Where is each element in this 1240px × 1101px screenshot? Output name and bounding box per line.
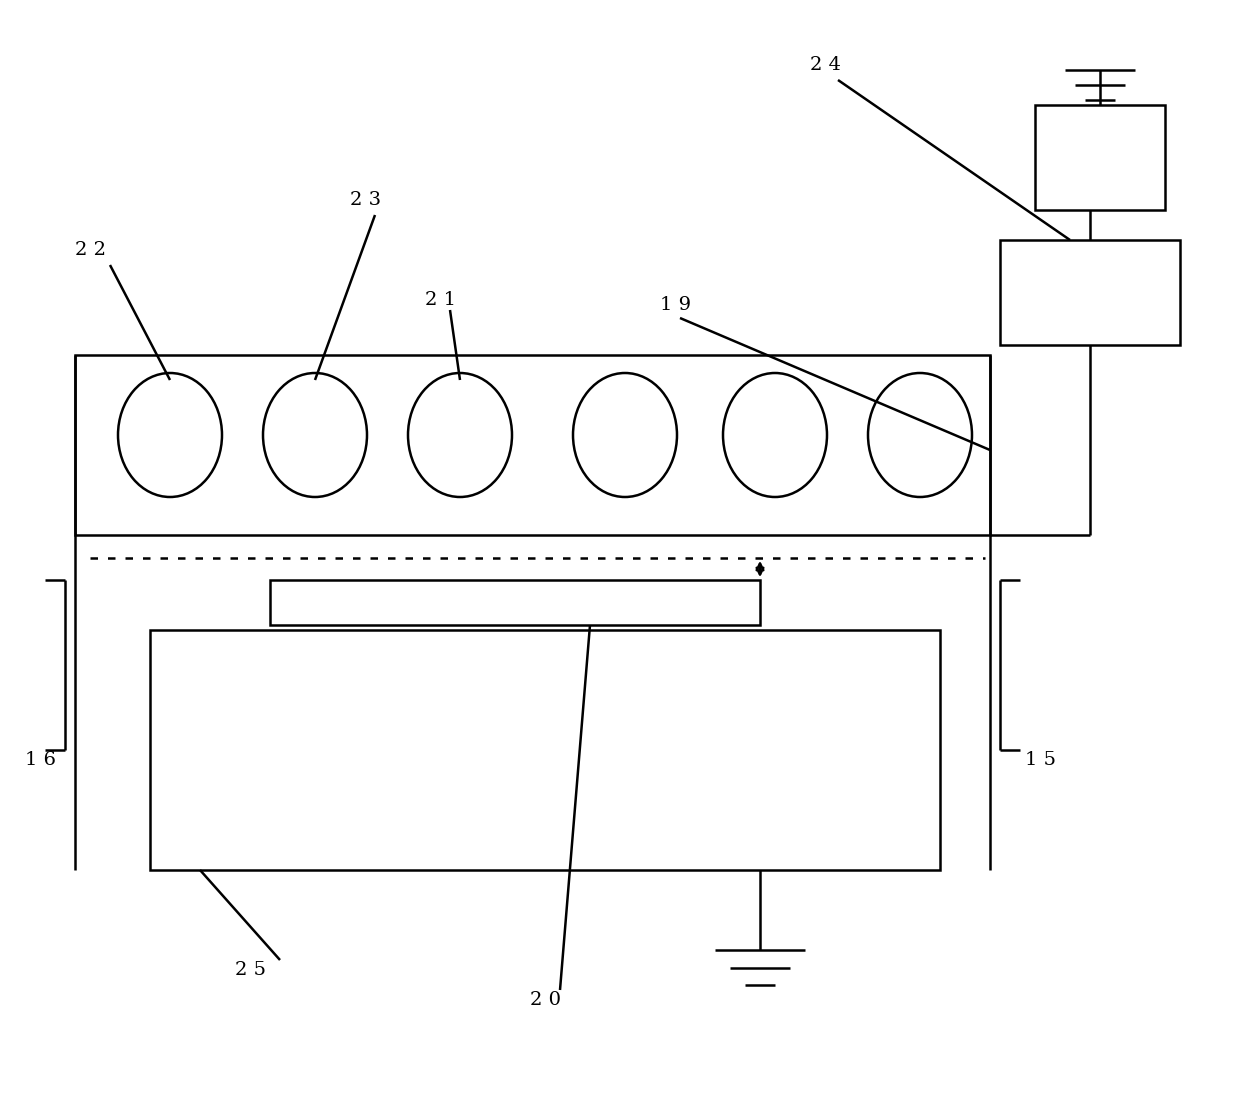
Ellipse shape [118,373,222,497]
Bar [270,580,760,625]
Ellipse shape [723,373,827,497]
Text: 2 1: 2 1 [425,291,456,309]
Text: 1 6: 1 6 [25,751,56,768]
Text: 2 4: 2 4 [810,56,841,74]
Ellipse shape [573,373,677,497]
Ellipse shape [408,373,512,497]
Text: 1 9: 1 9 [660,296,691,314]
Bar [74,355,990,535]
Bar [1035,105,1166,210]
Text: 1 5: 1 5 [1025,751,1056,768]
Text: 2 3: 2 3 [350,190,381,209]
Text: 2 2: 2 2 [74,241,105,259]
Text: 2 5: 2 5 [236,961,267,979]
Bar [999,240,1180,345]
Ellipse shape [868,373,972,497]
Text: 2 0: 2 0 [529,991,560,1009]
Ellipse shape [263,373,367,497]
Bar [150,630,940,870]
